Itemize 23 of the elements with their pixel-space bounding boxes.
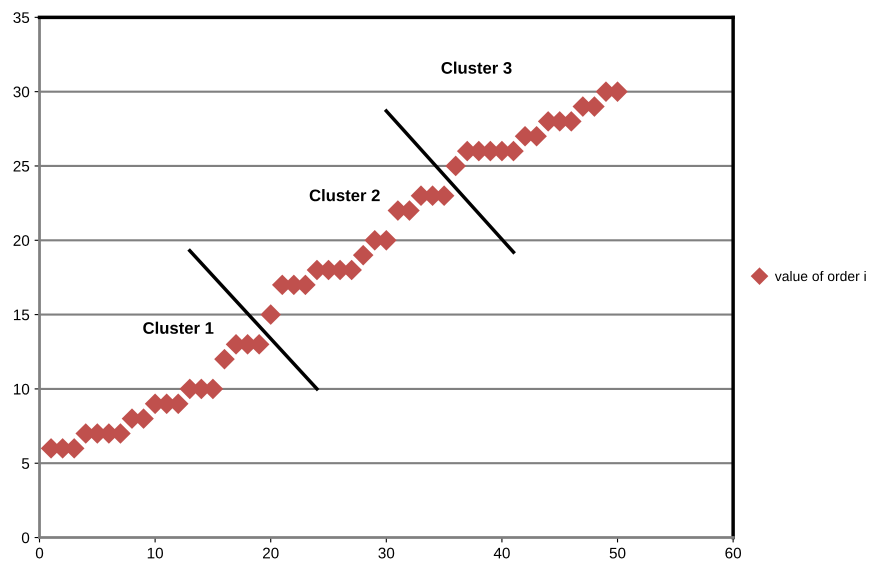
point [214, 348, 235, 370]
legend-label: value of order i [774, 270, 866, 282]
x-tick-label: 30 [378, 548, 394, 558]
y-tick-label: 20 [14, 235, 30, 246]
annotation: Cluster 3 [442, 62, 512, 74]
x-tick-label: 20 [262, 548, 279, 558]
y-tick-label: 15 [14, 310, 30, 320]
y-tick-label: 10 [14, 384, 30, 395]
point [260, 304, 282, 325]
x-tick-label: 60 [725, 548, 742, 558]
y-tick-label: 5 [22, 458, 30, 469]
annotation: Cluster 1 [143, 322, 214, 334]
y-tick-label: 30 [13, 86, 30, 98]
y-tick-label: 25 [14, 160, 30, 172]
point [445, 156, 466, 176]
x-tick-label: 40 [494, 548, 510, 558]
point [352, 244, 374, 266]
y-tick-label: 35 [13, 12, 30, 24]
x-tick-label: 10 [148, 548, 164, 558]
x-tick-label: 0 [36, 548, 44, 558]
annotation: Cluster 2 [310, 189, 380, 202]
x-tick-label: 50 [610, 548, 626, 558]
y-tick-label: 0 [22, 532, 30, 544]
